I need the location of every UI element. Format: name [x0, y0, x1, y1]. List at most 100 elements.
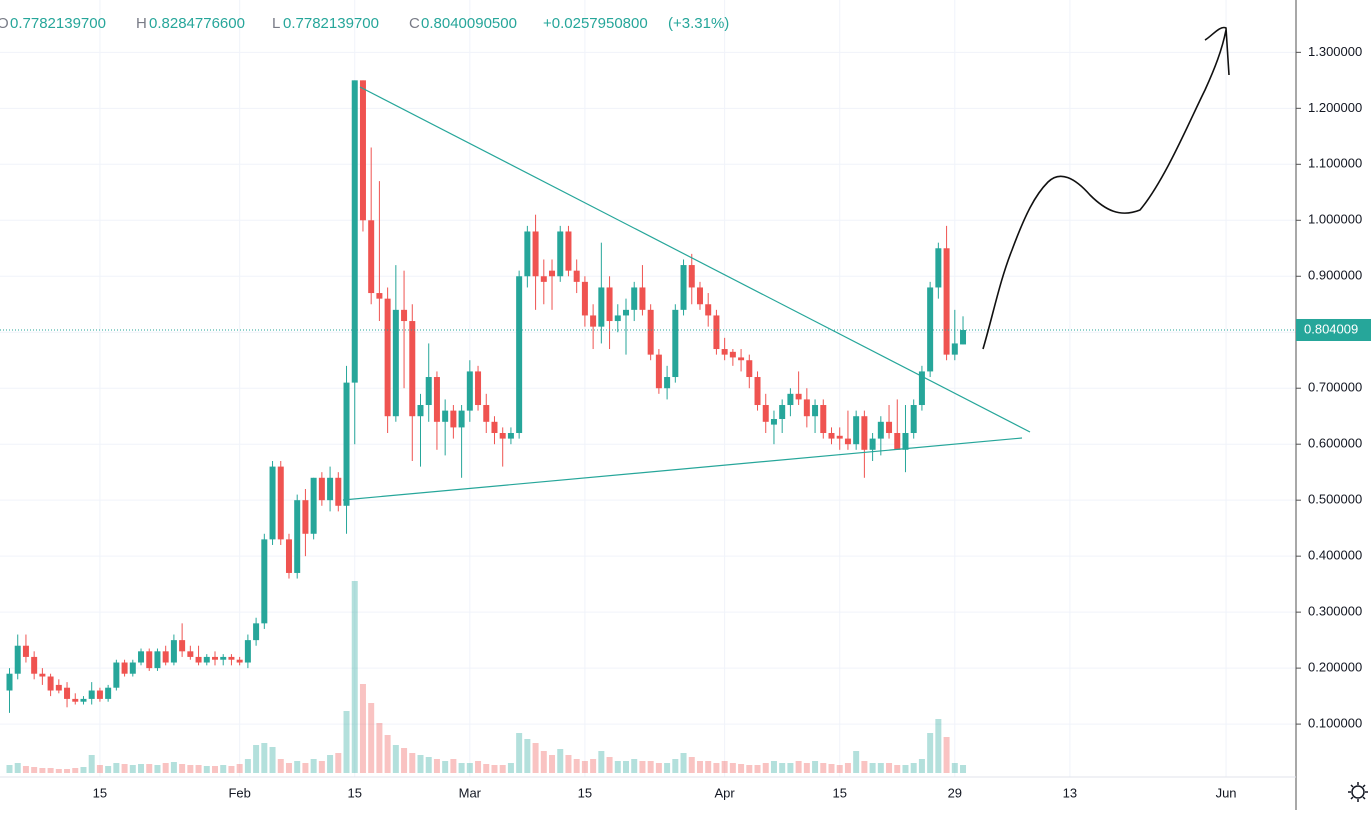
volume-bar: [72, 768, 79, 773]
legend-label: C: [409, 15, 420, 32]
volume-bar: [105, 766, 112, 773]
candle-body: [696, 287, 703, 305]
volume-bar: [55, 769, 62, 773]
candle-body: [853, 416, 860, 445]
volume-bar: [203, 766, 210, 773]
candle-body: [844, 438, 851, 445]
candle-body: [836, 435, 843, 439]
candle-body: [655, 354, 662, 389]
volume-bar: [655, 763, 662, 773]
volume-bar: [713, 763, 720, 773]
volume-bar: [877, 763, 884, 773]
candle-body: [55, 684, 62, 691]
x-tick-label: 15: [832, 785, 846, 800]
volume-bar: [951, 763, 958, 773]
volume-bar: [680, 753, 687, 773]
volume-bar: [483, 764, 490, 773]
candle-body: [277, 466, 284, 540]
volume-bar: [368, 703, 375, 773]
candle-body: [738, 357, 745, 361]
volume-bar: [466, 763, 473, 773]
y-tick-label: 1.000000: [1308, 212, 1362, 227]
candle-body: [401, 309, 408, 322]
candle-body: [187, 651, 194, 657]
volume-bar: [812, 761, 819, 773]
candle-body: [96, 690, 103, 699]
candle-body: [869, 438, 876, 450]
candle-body: [351, 80, 358, 383]
legend-value: 0.8284776600: [149, 15, 245, 32]
candle-body: [590, 315, 597, 327]
y-tick-label: 0.900000: [1308, 268, 1362, 283]
candle-body: [631, 287, 638, 310]
volume-bar: [285, 763, 292, 773]
candle-body: [549, 270, 556, 277]
volume-bar: [425, 757, 432, 773]
candle-body: [935, 248, 942, 288]
candle-body: [409, 321, 416, 417]
candle-body: [639, 287, 646, 310]
volume-bar: [935, 719, 942, 773]
volume-bar: [606, 757, 613, 773]
candle-body: [39, 673, 46, 677]
volume-bar: [96, 765, 103, 773]
legend-label: H: [136, 15, 147, 32]
candle-body: [475, 371, 482, 406]
volume-bar: [80, 767, 87, 773]
candle-body: [614, 315, 621, 322]
volume-bar: [943, 737, 950, 773]
candle-body: [310, 477, 317, 534]
candle-body: [129, 662, 136, 674]
volume-bar: [450, 759, 457, 773]
x-tick-label: 15: [578, 785, 592, 800]
volume-bar: [779, 763, 786, 773]
hand-drawn-projection: [982, 26, 1230, 350]
candle-body: [960, 329, 967, 345]
gear-teeth[interactable]: [1348, 782, 1368, 802]
candle-body: [606, 287, 613, 322]
candle-body: [80, 698, 87, 702]
volume-bar: [138, 764, 145, 773]
settings-icon[interactable]: [1348, 782, 1368, 802]
candle-body: [680, 265, 687, 310]
candle-body: [368, 220, 375, 294]
candle-body: [425, 377, 432, 406]
candle-body: [902, 433, 909, 450]
candle-body: [664, 377, 671, 389]
candle-body: [565, 231, 572, 271]
candle-body: [64, 687, 71, 699]
candle-body: [787, 393, 794, 406]
volume-bar: [499, 765, 506, 773]
volume-bar: [294, 761, 301, 773]
x-tick-label: Jun: [1216, 785, 1237, 800]
candle-body: [762, 405, 769, 422]
candle-body: [672, 309, 679, 378]
volume-bar: [507, 763, 514, 773]
candle-body: [335, 477, 342, 506]
candle-body: [598, 287, 605, 327]
volume-bar: [754, 765, 761, 773]
candle-body: [113, 662, 120, 688]
volume-bar: [787, 763, 794, 773]
volume-bar: [918, 759, 925, 773]
volume-bar: [179, 764, 186, 773]
candle-body: [524, 231, 531, 277]
candle-body: [516, 276, 523, 434]
y-tick-label: 1.300000: [1308, 44, 1362, 59]
gear[interactable]: [1351, 785, 1365, 799]
volume-bar: [532, 743, 539, 773]
candle-body: [105, 687, 112, 699]
volume-bar: [146, 764, 153, 773]
volume-bar: [894, 765, 901, 773]
candle-body: [894, 433, 901, 450]
candle-body: [433, 377, 440, 422]
y-tick-label: 0.700000: [1308, 380, 1362, 395]
legend-value: 0.7782139700: [283, 15, 379, 32]
volume-bar: [631, 759, 638, 773]
volume-bar: [664, 763, 671, 773]
volume-bar: [433, 759, 440, 773]
x-tick-label: 15: [348, 785, 362, 800]
candle-body: [812, 405, 819, 417]
